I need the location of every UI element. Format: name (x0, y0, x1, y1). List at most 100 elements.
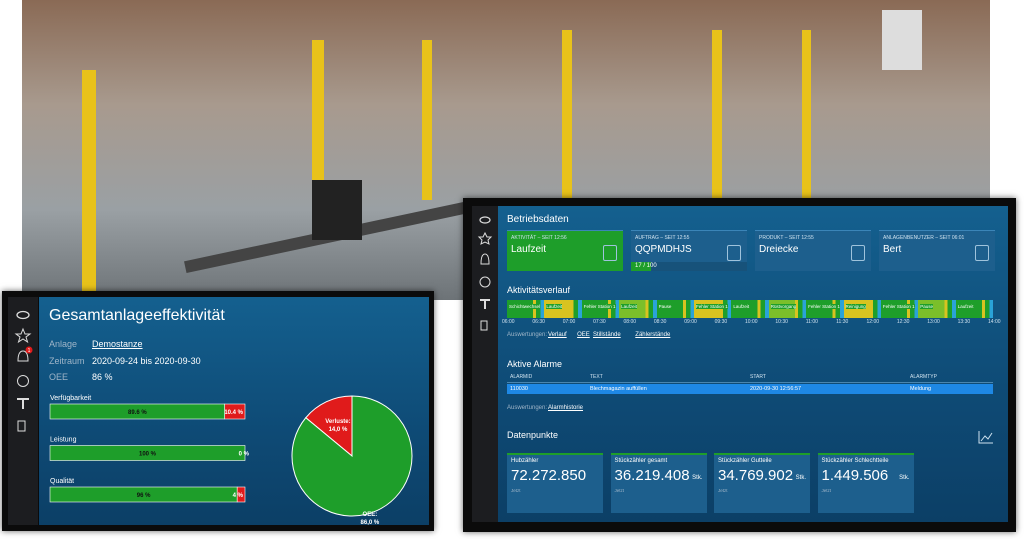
activity-segment: Fehler Station 1 (880, 300, 919, 318)
icon-chart[interactable] (479, 276, 491, 288)
time-tick-label: 07:30 (593, 319, 606, 325)
post (82, 70, 96, 300)
link[interactable]: Alarmhistorie (548, 405, 584, 411)
datapoint-value: 1.449.506 (821, 467, 889, 484)
pie-slice (305, 395, 353, 458)
time-tick-label: 06:00 (502, 319, 515, 325)
time-tick-label: 07:00 (562, 319, 576, 325)
time-tick-label: 14:00 (988, 319, 1001, 325)
segment-label: Rüstvorgang (770, 304, 797, 309)
time-tick-label: 11:30 (836, 319, 849, 325)
post (422, 40, 432, 200)
segment-label: Laufzeit (621, 304, 637, 309)
datapoint-note: Jetzt (821, 488, 832, 493)
icon-bell[interactable] (17, 350, 29, 362)
icon-eye[interactable] (16, 310, 30, 320)
icon-exit[interactable] (480, 320, 488, 331)
oee-content: Gesamtanlageeffektivität Verfügbarkeit 89… (39, 297, 429, 525)
bar-segment (224, 403, 246, 420)
table-row (507, 384, 993, 394)
table-cell: 110030 (510, 386, 528, 392)
segment-label: Schichtwechsel (509, 304, 541, 309)
bar-value-label: 0 % (239, 452, 250, 458)
datapoint-card: Hubzähler 72.272.850 Jetzt (507, 453, 603, 513)
time-tick-label: 12:00 (866, 319, 880, 325)
status-card: AUFTRAG – SEIT 12:55 QQPMDHJS 17 / 100 (631, 230, 747, 271)
activity-segment: Laufzeit (619, 300, 657, 318)
field-value: 86 % (92, 372, 113, 382)
datapoint-card: Stückzähler Schlechtteile 1.449.506 Stk. Je… (817, 453, 914, 513)
post (802, 30, 811, 200)
bar-value-label: 89.6 % (128, 410, 147, 416)
oee-panel: 1 Gesamtanlageeffektivität Verfügbarkeit… (2, 291, 434, 531)
bar-value-label: 4 % (233, 493, 244, 499)
card-icon (603, 245, 617, 261)
sidebar-icons (477, 216, 493, 331)
activity-segment: Reinigung (843, 300, 881, 318)
section-title: Betriebsdaten (507, 214, 569, 225)
status-card: ANLAGENBENUTZER – SEIT 06:01 Bert (879, 230, 995, 271)
post (562, 30, 572, 200)
icon-star[interactable] (477, 231, 493, 245)
bar-segment (49, 445, 246, 461)
activity-segment: Laufzeit (544, 300, 582, 318)
table-header: START (750, 374, 766, 380)
progress-label: 17 / 100 (635, 263, 657, 269)
chart-icon[interactable] (978, 430, 994, 444)
section-title: Aktivitätsverlauf (507, 285, 571, 295)
datapoint-note: Jetzt (511, 488, 521, 493)
card-caption: AKTIVITÄT – SEIT 12:56 (511, 235, 567, 241)
datapoint-value: 34.769.902 (718, 467, 794, 484)
segment-label: Fehler Station 1 (583, 304, 616, 309)
panel-title: Gesamtanlageeffektivität (49, 307, 225, 324)
time-tick-label: 08:00 (623, 319, 637, 325)
field-label: Zeitraum (49, 355, 85, 366)
datapoint-value: 72.272.850 (511, 467, 587, 484)
progress-track: 17 / 100 (631, 262, 747, 271)
icon-bell[interactable] (480, 253, 490, 265)
icon-eye[interactable] (479, 216, 491, 224)
activity-segment: Fehler Station 1 (693, 300, 732, 318)
icon-tool[interactable] (480, 299, 490, 309)
field-label: OEE (49, 372, 69, 382)
time-tick-label: 10:30 (775, 319, 788, 325)
pie-slice (291, 395, 413, 517)
datapoint-note: Jetzt (718, 488, 728, 493)
link[interactable]: Zählerstände (635, 332, 671, 338)
field-label: Anlage (49, 339, 78, 349)
time-tick-label: 12:30 (896, 319, 910, 325)
link[interactable]: OEE (577, 332, 590, 338)
activity-segment: Fehler Station 1 (806, 300, 844, 318)
table-cell: Blechmagazin auffüllen (590, 386, 647, 392)
activity-segment: Pause (656, 300, 694, 318)
icon-tool[interactable] (17, 398, 29, 409)
card-value: Dreiecke (759, 244, 799, 255)
pie-label: OEE: (363, 512, 378, 518)
bar-label: Leistung (50, 437, 77, 444)
pie-value-label: 14,0 % (329, 427, 348, 433)
card-value: Laufzeit (511, 244, 547, 255)
segment-label: Fehler Station 1 (882, 304, 915, 309)
datapoint-card: Stückzähler Gutteile 34.769.902 Stk. Jetzt (714, 453, 810, 513)
link[interactable]: Verlauf (548, 332, 567, 338)
link[interactable]: Stillstände (593, 332, 621, 338)
icon-chart[interactable] (17, 375, 29, 387)
icon-star[interactable] (14, 327, 32, 344)
datapoint-name: Stückzähler Gutteile (718, 458, 772, 464)
icon-exit[interactable] (17, 420, 26, 432)
table-header: ALARMID (510, 374, 533, 380)
field-value: Demostanze (92, 339, 143, 349)
card-caption: PRODUKT – SEIT 12:55 (759, 235, 814, 241)
pie-label: Verluste: (325, 419, 350, 425)
time-tick-label: 10:00 (745, 319, 758, 325)
segment-label: Laufzeit (733, 304, 750, 309)
time-tick-label: 06:30 (532, 319, 545, 325)
segment-label: Laufzeit (546, 304, 563, 309)
links-label: Auswertungen: (507, 332, 548, 338)
bar-label: Qualität (50, 478, 74, 485)
segment-label: Pause (658, 304, 672, 309)
oee-charts: Verfügbarkeit 89.6 % 10.4 % Leistung 100 % 0 … (49, 395, 413, 525)
activity-timeline: Schichtwechsel Laufzeit Fehler Station 1 La… (507, 300, 994, 318)
card-icon (851, 245, 865, 261)
